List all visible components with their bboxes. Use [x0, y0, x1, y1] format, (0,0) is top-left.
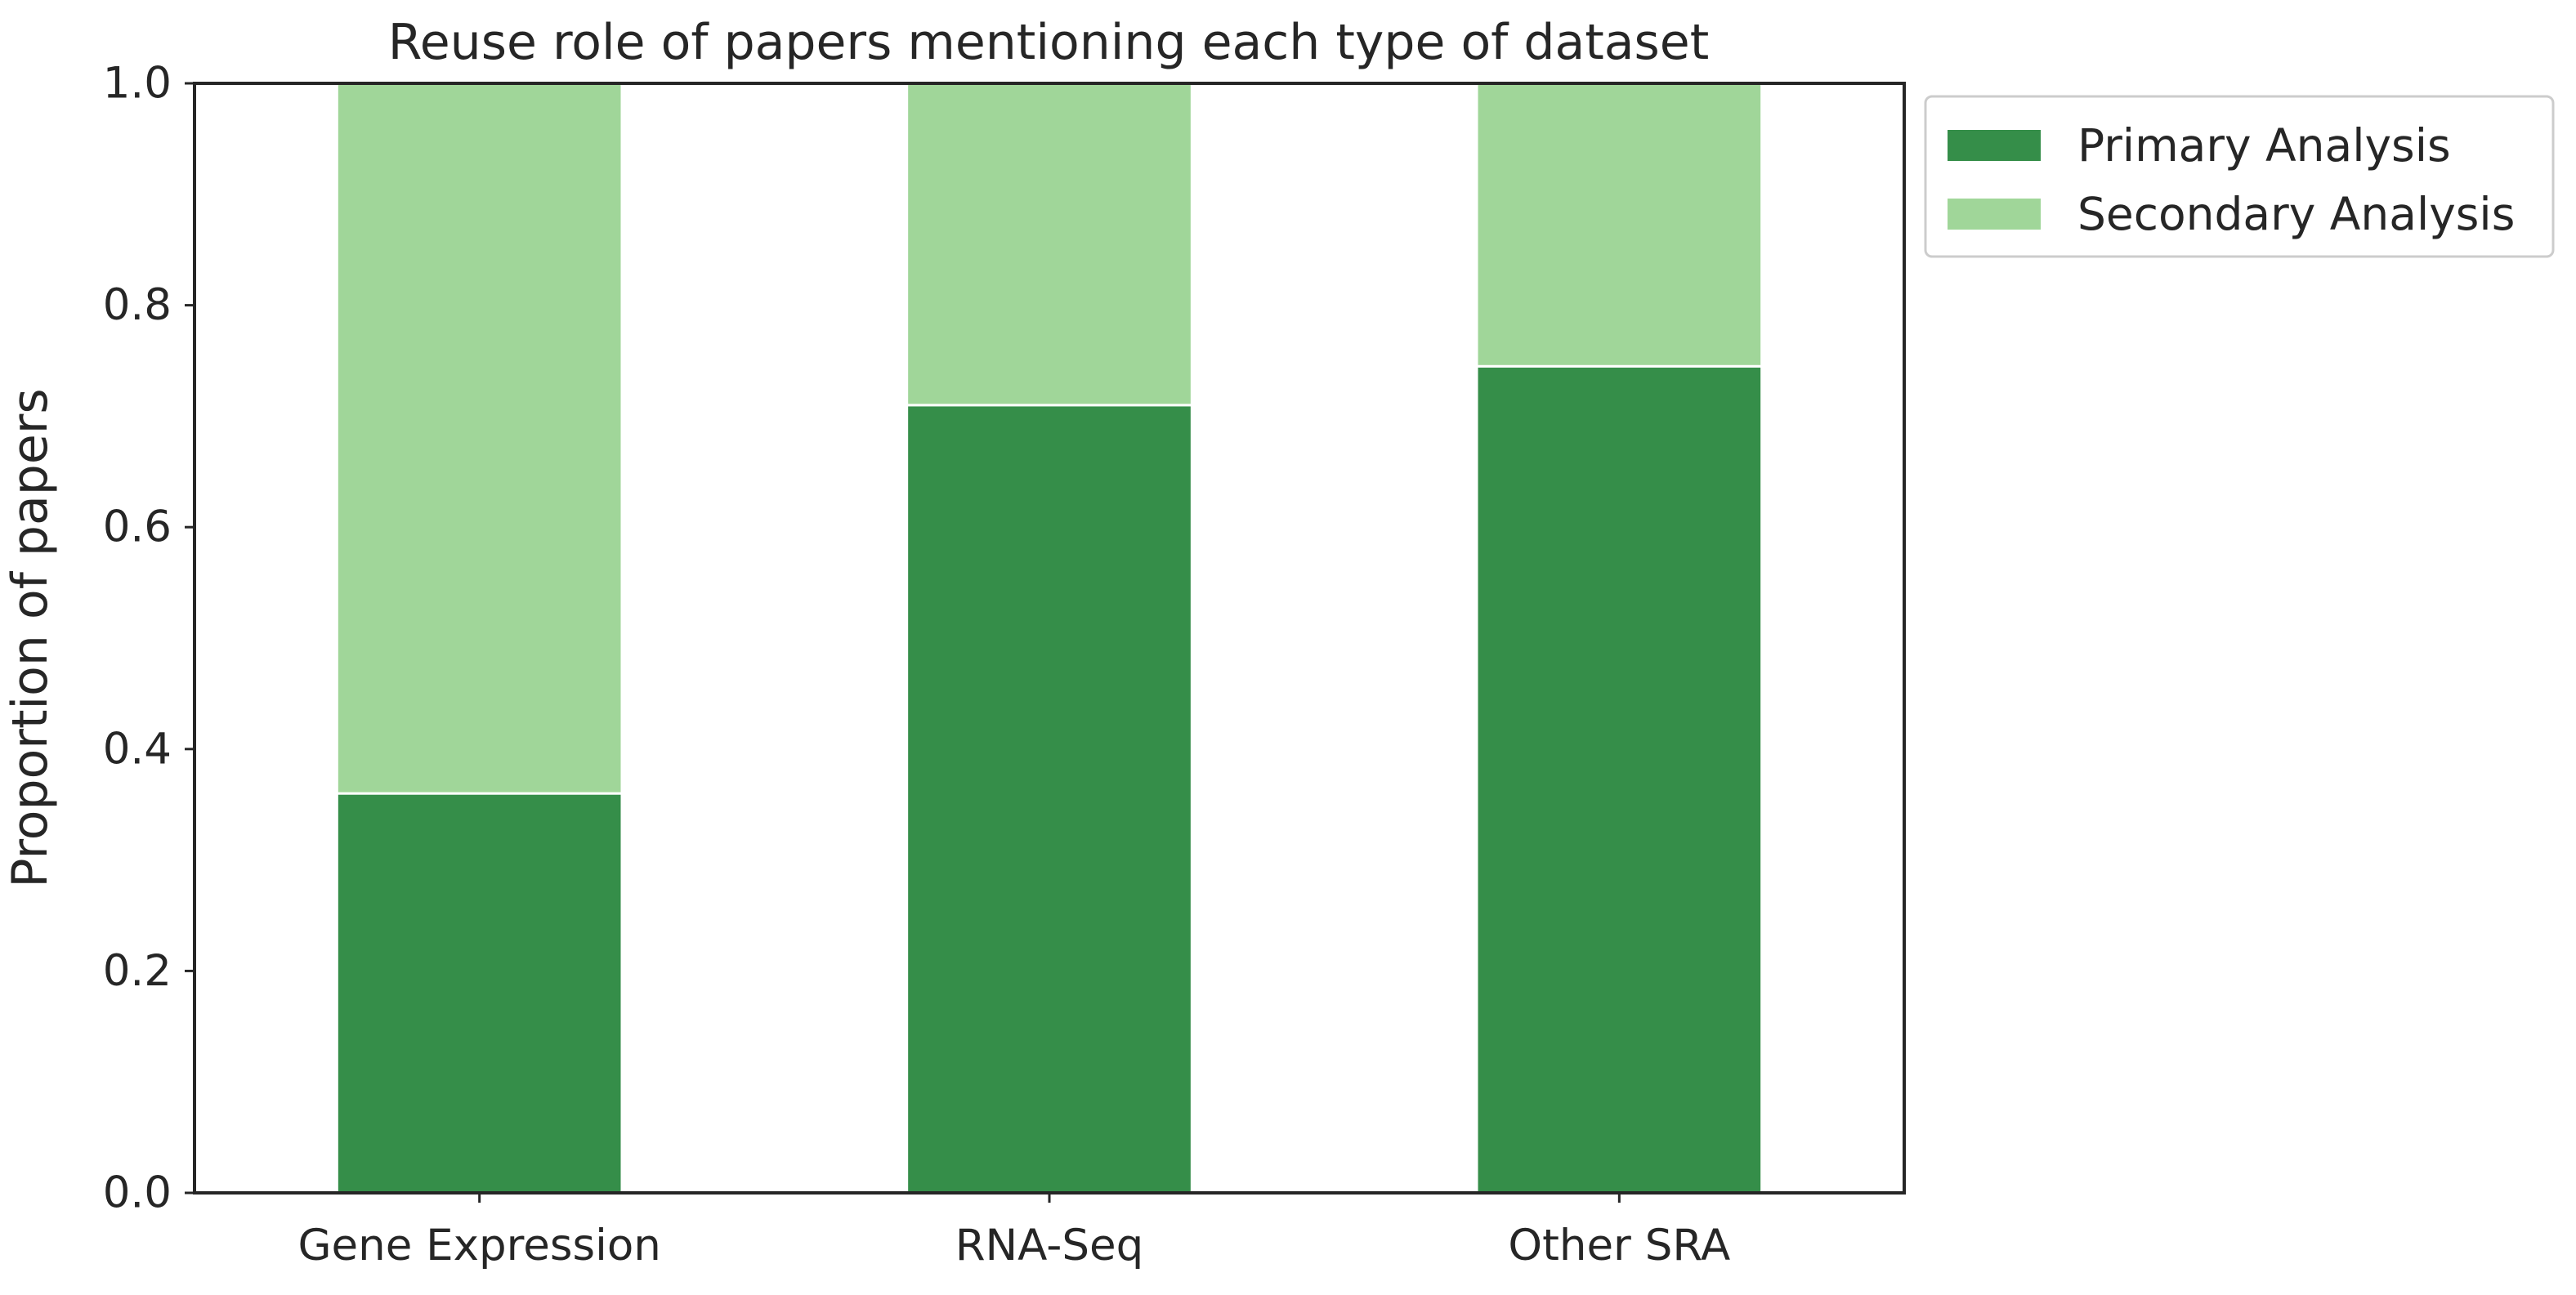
bar-other-sra-primary-analysis: [1475, 364, 1764, 1195]
legend-swatch-secondary-analysis: [1948, 199, 2041, 230]
x-tick-label-rna-seq: RNA-Seq: [955, 1221, 1144, 1270]
bars-group: [335, 82, 1764, 1195]
legend-label-primary-analysis: Primary Analysis: [2077, 119, 2451, 172]
y-tick-label: 0.0: [103, 1168, 172, 1218]
y-tick-label: 1.0: [103, 59, 172, 109]
y-tick-label: 0.2: [103, 946, 172, 996]
y-axis-label: Proportion of papers: [2, 388, 59, 887]
bar-rna-seq-secondary-analysis: [906, 82, 1193, 407]
y-tick-label: 0.8: [103, 280, 172, 330]
bar-other-sra-secondary-analysis: [1475, 82, 1764, 368]
chart-title: Reuse role of papers mentioning each typ…: [388, 14, 1709, 71]
legend: Primary Analysis Secondary Analysis: [1924, 95, 2555, 258]
y-axis-ticks: 0.0 0.2 0.4 0.6 0.8 1.0: [103, 59, 195, 1218]
legend-swatch-primary-analysis: [1948, 130, 2041, 161]
bar-rna-seq-primary-analysis: [906, 404, 1193, 1195]
plot-frame: [193, 82, 1906, 1195]
x-axis-ticks: Gene Expression RNA-Seq Other SRA: [297, 1193, 1730, 1270]
y-tick-label: 0.6: [103, 502, 172, 552]
bar-gene-expression-secondary-analysis: [335, 82, 624, 795]
bar-gene-expression-primary-analysis: [335, 792, 624, 1195]
legend-box: [1924, 95, 2555, 258]
x-tick-label-other-sra: Other SRA: [1508, 1221, 1730, 1270]
legend-label-secondary-analysis: Secondary Analysis: [2077, 188, 2515, 240]
y-tick-label: 0.4: [103, 724, 172, 774]
x-tick-label-gene-expression: Gene Expression: [297, 1221, 660, 1270]
